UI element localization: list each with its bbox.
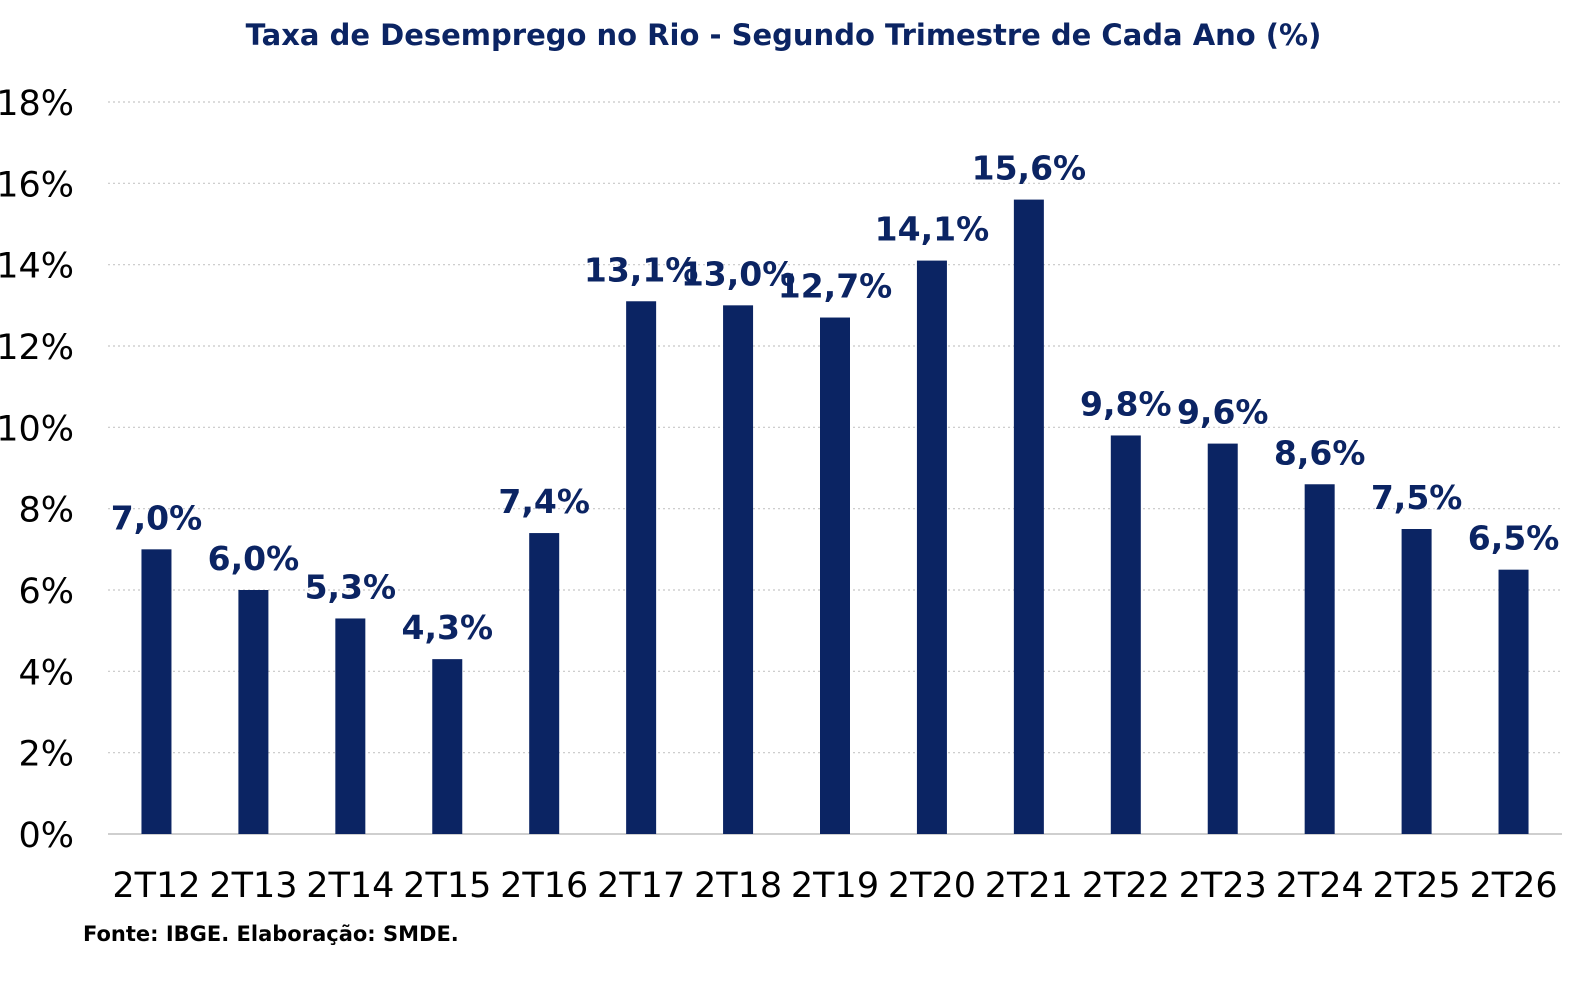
data-label: 6,0% [208,539,300,578]
y-tick-label: 18% [0,84,74,124]
y-tick-label: 10% [0,409,74,449]
x-tick-label: 2T13 [209,866,297,906]
x-tick-label: 2T17 [597,866,685,906]
y-tick-label: 12% [0,328,74,368]
bar [723,305,754,834]
x-tick-label: 2T24 [1276,866,1364,906]
data-label: 7,4% [498,482,590,521]
bar [820,317,850,834]
data-label: 7,5% [1371,478,1463,517]
chart-title: Taxa de Desemprego no Rio - Segundo Trim… [245,18,1322,52]
x-tick-label: 2T19 [791,866,879,906]
x-tick-label: 2T18 [694,866,782,906]
data-label: 14,1% [875,210,990,249]
data-label: 5,3% [305,567,397,606]
data-label: 7,0% [111,498,203,537]
bar [1498,569,1529,834]
bar [141,549,172,834]
bar [1401,529,1432,834]
data-label: 9,8% [1080,384,1172,423]
data-label: 6,5% [1468,519,1560,558]
bar [1304,484,1335,834]
y-tick-label: 14% [0,247,74,287]
data-label: 4,3% [402,608,494,647]
bar [529,533,560,834]
bar [432,659,463,834]
y-tick-label: 8% [18,491,74,531]
y-tick-label: 16% [0,165,74,205]
bar [1207,443,1238,834]
bar [1013,199,1044,835]
y-tick-label: 4% [18,653,74,693]
source-note: Fonte: IBGE. Elaboração: SMDE. [83,922,459,946]
data-label: 8,6% [1274,433,1366,472]
bar [626,301,657,834]
x-tick-label: 2T22 [1082,866,1170,906]
x-tick-label: 2T14 [306,866,394,906]
data-label: 13,0% [681,254,796,293]
x-tick-label: 2T25 [1373,866,1461,906]
y-tick-label: 0% [18,816,74,856]
bar [335,618,366,834]
y-tick-label: 2% [18,735,74,775]
x-tick-label: 2T26 [1469,866,1557,906]
data-label: 9,6% [1177,393,1269,432]
x-tick-label: 2T23 [1179,866,1267,906]
bar [916,260,947,835]
x-tick-label: 2T15 [403,866,491,906]
x-tick-label: 2T16 [500,866,588,906]
x-tick-label: 2T21 [985,866,1073,906]
data-label: 15,6% [972,149,1087,188]
x-tick-label: 2T12 [112,866,200,906]
bar [1110,435,1141,834]
data-label: 13,1% [584,250,699,289]
bar [238,590,269,834]
y-tick-label: 6% [18,572,74,612]
x-tick-label: 2T20 [888,866,976,906]
data-label: 12,7% [778,267,893,306]
